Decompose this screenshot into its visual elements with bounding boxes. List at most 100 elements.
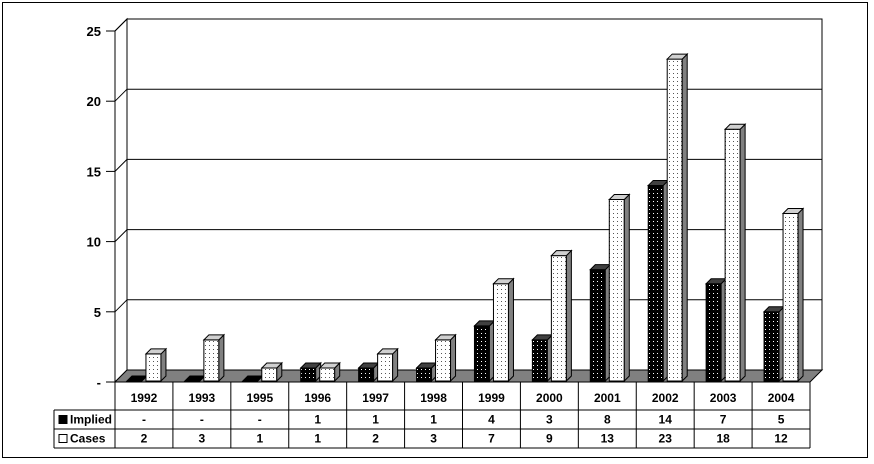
cases-bar-side [450,333,457,383]
x-tick-label: 1999 [478,391,505,405]
cases-bar-front [608,198,625,382]
gridline [114,229,128,242]
bars [125,52,805,383]
data-label: 12 [774,432,788,446]
x-tick-label: 2000 [536,391,563,405]
implied-bar-front [589,269,606,382]
cases-bar-top [144,348,168,355]
cases-bar-top [318,362,341,369]
cases-bar-front [377,353,394,382]
cases-bar-side [565,249,572,383]
cases-bar-top [260,362,283,369]
y-tick-label: 25 [87,24,101,39]
data-label: 18 [716,432,730,446]
implied-bar [647,179,670,383]
implied-bar [415,361,438,383]
y-axis: - 5 10 15 20 25 [87,24,115,390]
data-label: 3 [546,413,553,427]
cases-bar-top [550,250,573,257]
cases-bar-front [666,58,683,382]
x-tick-label: 1992 [131,391,158,405]
cases-bar [318,361,341,383]
y-tick-label: - [97,375,101,390]
data-label: - [200,413,204,427]
data-label: 1 [372,413,379,427]
implied-bar [531,333,554,383]
cases-bar [260,361,283,383]
implied-bar-front [531,339,548,382]
data-label: 4 [488,413,495,427]
x-tick-label: 2002 [652,391,679,405]
implied-bar-top [299,362,322,369]
implied-bar-front [705,283,722,382]
cases-bar [666,52,689,383]
implied-bar [473,319,496,383]
cases-bar [781,207,805,383]
cases-bar-side [681,52,688,383]
cases-bar [202,333,226,383]
implied-bar [704,277,728,383]
implied-bar-front [473,325,490,382]
cases-bar-top [492,278,515,285]
cases-bar-front [145,353,162,382]
data-label: 2 [372,432,379,446]
cases-bar-side [797,207,804,383]
data-label: - [142,413,146,427]
cases-bar-side [739,123,746,383]
data-label: 13 [601,432,615,446]
cases-bar [608,193,631,383]
legend-key [58,415,68,424]
implied-bar [357,361,380,383]
gridline [114,88,128,102]
data-table: 1992 1993 1995 1996 1997 1998 1999 2000 2001 2002… [53,381,811,449]
x-tick-label: 1995 [246,391,273,405]
cases-bar [376,347,399,383]
legend-label: Cases [70,432,106,446]
implied-bar-front [358,367,375,382]
y-tick-label: 5 [94,305,101,320]
cases-bar-front [492,283,509,382]
cases-bar-front [203,339,220,382]
data-label: 1 [256,432,263,446]
data-label: 1 [314,432,321,446]
data-label: 23 [659,432,673,446]
implied-bar [299,361,322,383]
data-label: 1 [314,413,321,427]
implied-bar-front [647,184,664,382]
cases-bar-front [550,255,567,382]
cases-bar [723,123,747,383]
legend-key [58,434,68,443]
cases-bar-side [218,333,225,383]
x-tick-label: 2004 [768,391,795,405]
cases-bar-top [376,348,399,355]
x-tick-label: 2001 [594,391,621,405]
cases-bar-front [782,213,799,382]
cases-bar [144,347,168,383]
implied-bar [589,263,612,383]
data-label: 5 [778,413,785,427]
x-tick-label: 1996 [304,391,331,405]
y-tick-label: 10 [87,235,101,250]
data-label: 7 [720,413,727,427]
cases-bar [492,277,515,383]
data-label: 3 [430,432,437,446]
plot-area [113,17,824,384]
data-label: 7 [488,432,495,446]
data-label: 8 [604,413,611,427]
cases-bar [434,333,457,383]
cases-bar-side [623,193,630,383]
side-wall [114,17,128,384]
data-label: - [258,413,262,427]
cases-bar-front [724,128,741,382]
cases-bar-front [319,367,336,382]
implied-bar [762,305,786,383]
data-label: 1 [430,413,437,427]
data-label: 3 [199,432,206,446]
cases-bar-top [781,208,805,215]
x-tick-label: 1997 [362,391,389,405]
legend-label: Implied [70,413,112,427]
data-label: 14 [659,413,673,427]
cases-bar-top [666,53,689,60]
gridline [114,299,128,313]
